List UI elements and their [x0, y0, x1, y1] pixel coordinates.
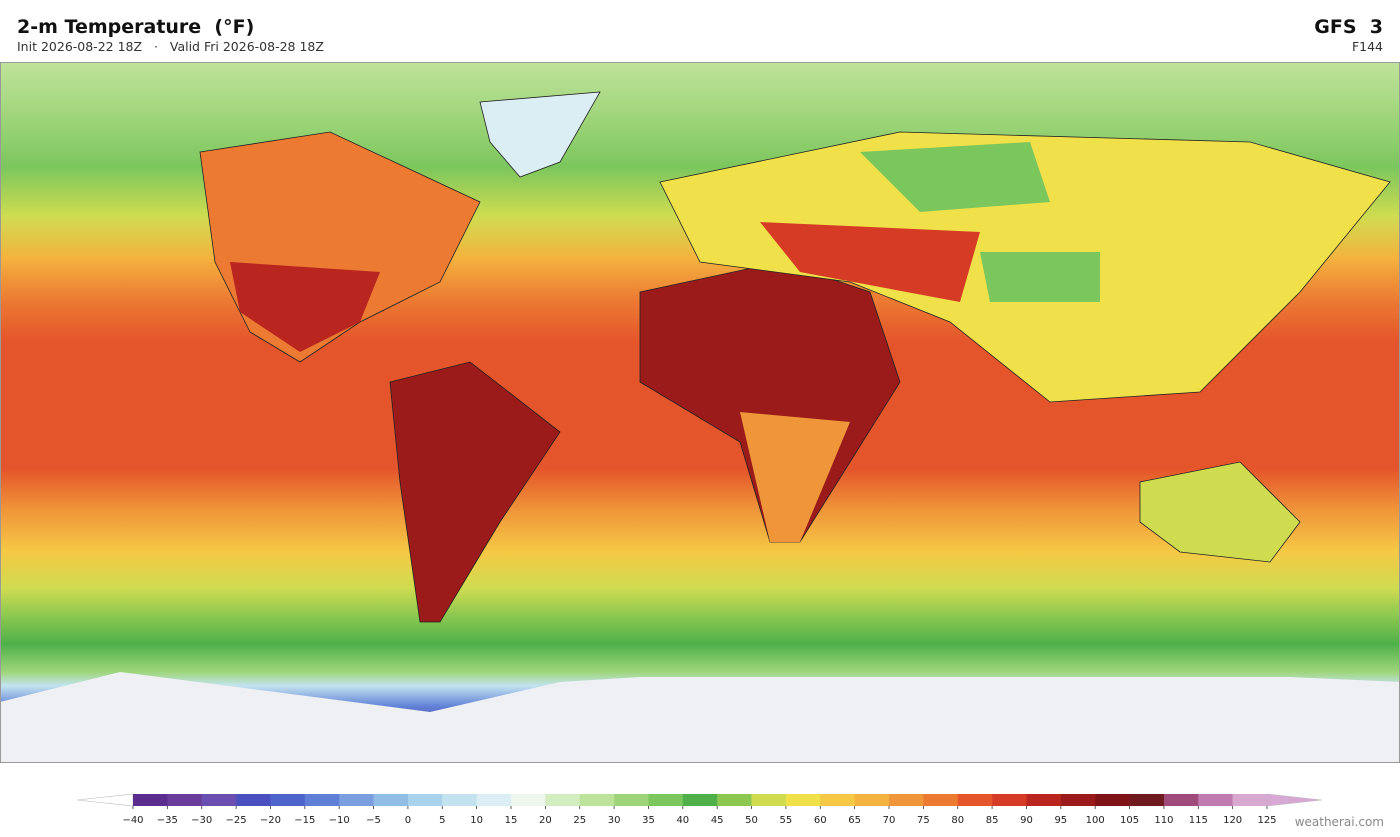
tick-label: 5: [439, 815, 445, 826]
siberia-cool: [860, 142, 1050, 212]
color-swatch: [1060, 794, 1096, 806]
color-swatch: [717, 794, 752, 806]
tick-label: 10: [470, 815, 483, 826]
color-swatch: [201, 794, 237, 806]
tick-label: 75: [917, 815, 930, 826]
color-swatch: [133, 794, 168, 806]
tick-label: 80: [951, 815, 964, 826]
tick-label: −35: [157, 815, 178, 826]
color-swatch: [820, 794, 855, 806]
color-swatch: [1232, 794, 1268, 806]
colorbar: −40 −35 −30 −25 −20 −15 −10 −5 0 5 10 15 20 25 30 35 40 4…: [76, 793, 1323, 826]
middle-east-heat: [760, 222, 980, 302]
tick-label: 100: [1086, 815, 1105, 826]
color-swatch: [923, 794, 959, 806]
tick-label: 85: [986, 815, 999, 826]
valid-time: Valid Fri 2026-08-28 18Z: [169, 39, 324, 54]
color-swatch: [339, 794, 374, 806]
south-america: [389, 361, 561, 623]
tick-label: −20: [260, 815, 281, 826]
color-swatch: [785, 794, 821, 806]
antarctica: [0, 672, 1400, 763]
map-title: 2-m Temperature (°F): [17, 16, 255, 38]
tick-label: −25: [226, 815, 247, 826]
tick-label: −10: [329, 815, 350, 826]
tick-label: 15: [505, 815, 518, 826]
model-name: GFS 3: [1314, 16, 1383, 38]
color-swatch: [1198, 794, 1233, 806]
color-swatch: [1095, 794, 1130, 806]
color-swatch: [1129, 794, 1165, 806]
tick-label: 55: [780, 815, 793, 826]
tick-label: −5: [366, 815, 381, 826]
color-swatch: [167, 794, 203, 806]
tick-label: 20: [539, 815, 552, 826]
color-swatch: [957, 794, 993, 806]
color-swatch: [1026, 794, 1062, 806]
over-extension: [1266, 793, 1323, 807]
color-swatch: [648, 794, 684, 806]
separator: ·: [153, 39, 158, 54]
color-swatch: [545, 794, 581, 806]
tick-label: −15: [294, 815, 315, 826]
tick-label: 60: [814, 815, 827, 826]
color-swatch: [270, 794, 306, 806]
tick-label: 70: [883, 815, 896, 826]
color-swatch: [442, 794, 477, 806]
tick-label: 45: [711, 815, 724, 826]
color-swatch: [889, 794, 924, 806]
color-swatch: [304, 794, 340, 806]
tick-label: 105: [1120, 815, 1139, 826]
southern-africa: [740, 412, 850, 542]
tick-label: 40: [676, 815, 689, 826]
tick-label: 90: [1020, 815, 1033, 826]
tick-label: 110: [1154, 815, 1173, 826]
subtitle: Init 2026-08-22 18Z · Valid Fri 2026-08-…: [17, 39, 324, 54]
init-time: Init 2026-08-22 18Z: [17, 39, 143, 54]
north-america-heat: [230, 262, 380, 352]
tibet-cool: [980, 252, 1100, 302]
color-swatch: [854, 794, 890, 806]
greenland: [479, 91, 601, 178]
color-swatch: [751, 794, 787, 806]
tick-label: 65: [848, 815, 861, 826]
color-swatch: [236, 794, 271, 806]
color-swatch: [407, 794, 443, 806]
tick-label: 35: [642, 815, 655, 826]
under-extension: [76, 793, 134, 807]
color-swatch: [992, 794, 1027, 806]
temperature-map: [0, 62, 1400, 763]
color-swatch: [511, 794, 546, 806]
color-swatch: [373, 794, 409, 806]
australia: [1139, 461, 1301, 563]
tick-label: 50: [745, 815, 758, 826]
tick-label: 120: [1223, 815, 1242, 826]
tick-label: 125: [1257, 815, 1276, 826]
tick-label: 95: [1054, 815, 1067, 826]
tick-label: 115: [1189, 815, 1208, 826]
tick-label: 0: [405, 815, 411, 826]
color-swatch: [614, 794, 649, 806]
color-swatch: [476, 794, 512, 806]
tick-label: −30: [191, 815, 212, 826]
credit: weatherai.com: [1294, 815, 1384, 829]
color-swatch: [579, 794, 615, 806]
tick-label: −40: [122, 815, 143, 826]
color-swatch: [682, 794, 718, 806]
color-swatch: [1163, 794, 1199, 806]
forecast-hour: F144: [1351, 39, 1383, 54]
tick-label: 30: [608, 815, 621, 826]
tick-label: 25: [573, 815, 586, 826]
